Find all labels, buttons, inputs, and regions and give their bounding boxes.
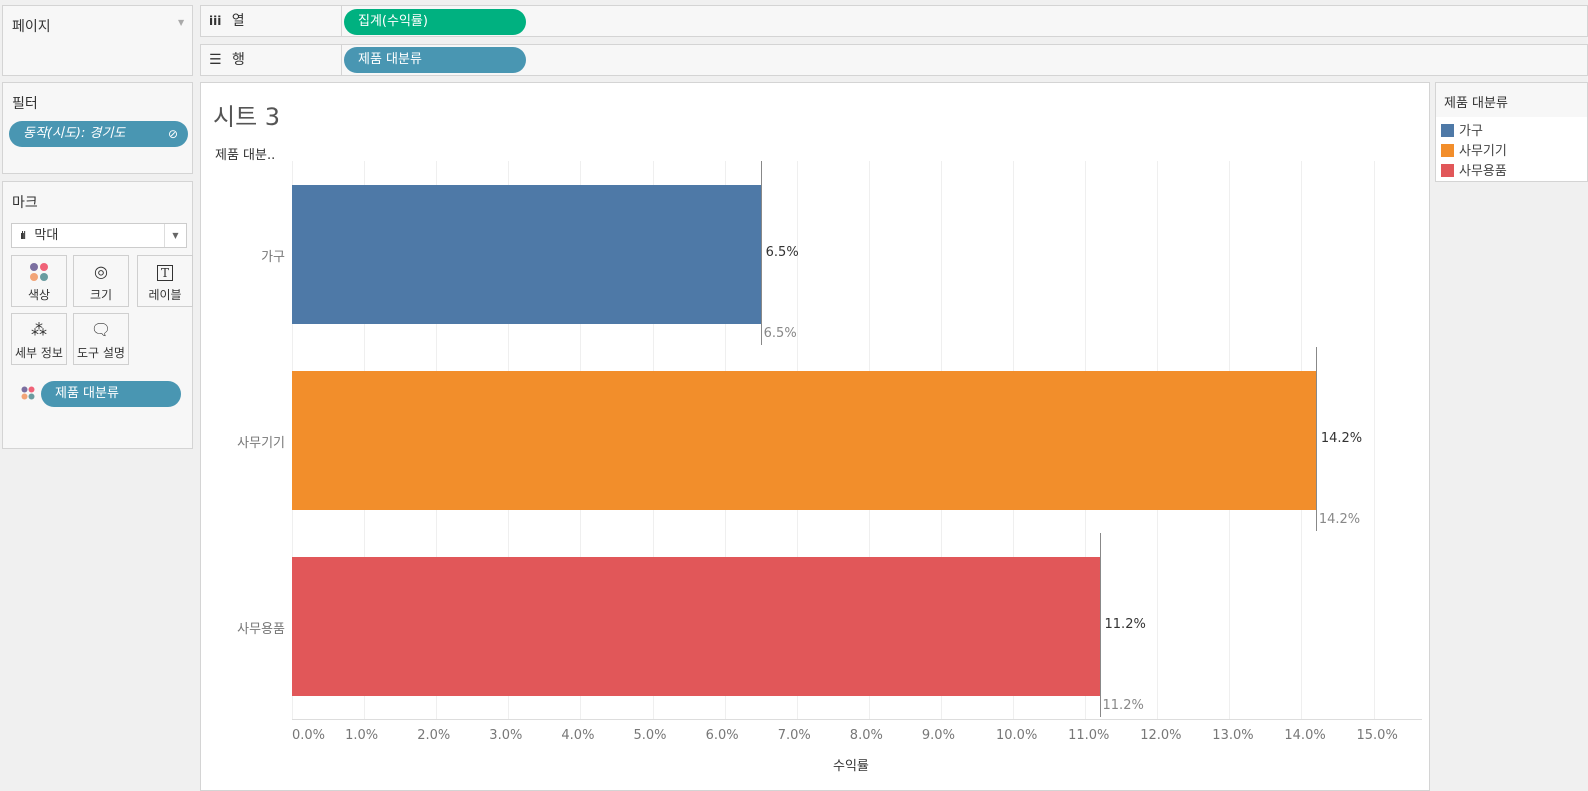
reference-label: 11.2%: [1102, 698, 1144, 713]
bar: [292, 185, 761, 324]
x-axis-title: 수익률: [833, 759, 869, 774]
legend-swatch: [1441, 164, 1454, 177]
legend-item[interactable]: 사무기기: [1441, 140, 1507, 159]
category-label: 사무용품: [237, 621, 285, 637]
x-tick-label: 12.0%: [1140, 728, 1182, 743]
x-tick-label: 11.0%: [1068, 728, 1110, 743]
text-icon: T: [138, 256, 192, 286]
hierarchy-icon: ⁂: [31, 320, 47, 339]
speech-bubble-icon: 🗨: [90, 320, 112, 339]
color-card[interactable]: 색상: [11, 255, 67, 307]
legend-item[interactable]: 가구: [1441, 120, 1483, 139]
reference-line: [1099, 533, 1101, 717]
color-card-label: 색상: [27, 288, 51, 302]
x-tick-label: 6.0%: [705, 728, 739, 743]
x-tick-label: 13.0%: [1212, 728, 1254, 743]
legend-label: 가구: [1459, 124, 1483, 139]
x-tick-label: 15.0%: [1356, 728, 1398, 743]
bar-chart-icon: ılıl: [20, 229, 26, 242]
rows-shelf: ☰ 행 제품 대분류: [200, 44, 1588, 76]
color-icon: [12, 256, 66, 286]
x-tick-label: 14.0%: [1284, 728, 1326, 743]
color-pill[interactable]: 제품 대분류: [41, 381, 181, 407]
columns-pill[interactable]: 집계(수익률): [344, 9, 526, 35]
label-card-label: 레이블: [148, 288, 182, 302]
size-icon: ◎: [94, 262, 108, 281]
dropdown-icon[interactable]: ▼: [178, 18, 185, 27]
detail-card-label: 세부 정보: [15, 346, 63, 360]
x-tick-label: 9.0%: [921, 728, 955, 743]
sheet-view: 시트 3 제품 대분.. 0.0% 1.0% 2.0% 3.0% 4.0% 5.0% 6.0…: [200, 82, 1430, 791]
legend-swatch: [1441, 144, 1454, 157]
x-tick-label: 0.0%: [292, 728, 326, 743]
x-tick-label: 3.0%: [489, 728, 523, 743]
category-label: 가구: [261, 249, 285, 265]
x-tick-label: 1.0%: [345, 728, 379, 743]
filters-title: 필터: [12, 96, 38, 112]
reference-label: 6.5%: [763, 326, 797, 341]
detail-card[interactable]: ⁂ 세부 정보: [11, 313, 67, 365]
filter-pill-label: 동작(시도): 경기도: [23, 126, 126, 141]
bar: [292, 371, 1316, 510]
columns-icon: iii: [209, 14, 222, 28]
x-tick-label: 5.0%: [633, 728, 667, 743]
sheet-title: 시트 3: [213, 103, 281, 131]
size-card[interactable]: ◎ 크기: [73, 255, 129, 307]
reference-line: [1315, 347, 1317, 531]
legend-swatch: [1441, 124, 1454, 137]
value-label: 6.5%: [765, 244, 799, 260]
legend-label: 사무용품: [1459, 164, 1507, 179]
legend-label: 사무기기: [1459, 144, 1507, 159]
columns-shelf: iii 열 집계(수익률): [200, 5, 1588, 37]
rows-icon: ☰: [209, 52, 222, 68]
size-card-label: 크기: [89, 288, 113, 302]
x-tick-label: 2.0%: [417, 728, 451, 743]
legend-item[interactable]: 사무용품: [1441, 160, 1507, 179]
rows-pill[interactable]: 제품 대분류: [344, 47, 526, 73]
x-tick-label: 4.0%: [561, 728, 595, 743]
marks-panel: 마크 ılıl 막대 ▼ 색상 ◎ 크기 T 레이블 ⁂ 세부 정보 🗨 도구 설명 제…: [2, 181, 193, 449]
marks-title: 마크: [12, 195, 38, 211]
mark-type-select[interactable]: ılıl 막대 ▼: [11, 223, 187, 248]
link-icon: ⊘: [167, 127, 178, 141]
reference-label: 14.2%: [1318, 512, 1361, 527]
pages-panel: 페이지 ▼: [2, 5, 193, 76]
gridline: [1373, 161, 1375, 719]
bar: [292, 557, 1100, 696]
label-card[interactable]: T 레이블: [137, 255, 193, 307]
legend-title: 제품 대분류: [1436, 83, 1587, 117]
filter-pill[interactable]: 동작(시도): 경기도 ⊘: [9, 121, 188, 147]
color-mark-icon: [21, 386, 35, 404]
bar-chart: 0.0% 1.0% 2.0% 3.0% 4.0% 5.0% 6.0% 7.0% 8.0% 9.0%…: [201, 83, 1429, 790]
x-tick-label: 7.0%: [777, 728, 811, 743]
tooltip-card-label: 도구 설명: [77, 346, 125, 360]
category-label: 사무기기: [237, 435, 285, 451]
value-label: 11.2%: [1104, 616, 1146, 632]
pages-title: 페이지: [12, 19, 51, 35]
tooltip-card[interactable]: 🗨 도구 설명: [73, 313, 129, 365]
value-label: 14.2%: [1320, 430, 1363, 446]
filters-panel: 필터 동작(시도): 경기도 ⊘: [2, 82, 193, 174]
mark-type-label: 막대: [34, 228, 59, 243]
chevron-down-icon: ▼: [164, 224, 186, 247]
row-header: 제품 대분..: [215, 148, 276, 163]
columns-label: 열: [231, 13, 245, 29]
x-tick-label: 10.0%: [996, 728, 1038, 743]
x-axis-line: [292, 719, 1422, 720]
color-legend: 제품 대분류 가구 사무기기 사무용품: [1435, 82, 1588, 182]
rows-label: 행: [232, 52, 245, 68]
x-tick-label: 8.0%: [849, 728, 883, 743]
reference-line: [760, 161, 762, 345]
